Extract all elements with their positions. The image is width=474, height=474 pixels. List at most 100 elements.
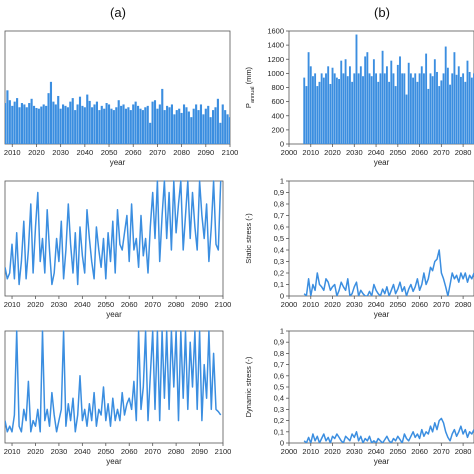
x-tick-label: 2030	[51, 300, 68, 309]
bar	[453, 52, 456, 144]
y-tick-label: 1	[280, 327, 284, 336]
bar	[381, 50, 384, 144]
x-tick-label: 2050	[97, 300, 114, 309]
bar	[344, 59, 347, 144]
bar	[405, 94, 408, 144]
bar	[187, 111, 190, 144]
x-tick-label: 2100	[222, 148, 239, 157]
bar	[228, 117, 230, 144]
x-tick-label: 2000	[281, 447, 298, 456]
x-tick-label: 2080	[173, 148, 190, 157]
bar	[57, 95, 60, 144]
x-tick-label: 2040	[74, 447, 91, 456]
y-tick-label: 0,2	[274, 416, 284, 425]
y-tick-label: 0,6	[274, 223, 284, 232]
bar	[98, 110, 101, 144]
bar	[359, 66, 362, 144]
x-tick-label: 2080	[455, 148, 472, 157]
bar	[470, 77, 473, 144]
x-tick-label: 2070	[144, 447, 161, 456]
bar	[409, 73, 412, 144]
bar	[122, 104, 125, 144]
bar	[103, 108, 106, 144]
bar	[388, 81, 391, 144]
bar	[431, 76, 434, 144]
bar	[396, 64, 399, 144]
x-tick-label: 2030	[346, 447, 363, 456]
bar	[105, 103, 108, 144]
bar	[166, 105, 169, 144]
bar	[390, 60, 393, 144]
bar	[100, 105, 103, 144]
bar	[182, 104, 186, 144]
bar	[446, 67, 449, 144]
chart-a2: 2010 2020 2030 2040 2050 2060 2070 2080 2090 2100…	[4, 180, 231, 319]
plot-frame	[288, 330, 474, 444]
series-line	[303, 249, 474, 296]
y-tick-label: 0,2	[274, 269, 284, 278]
bar	[47, 93, 50, 144]
x-tick-label: 2070	[149, 148, 166, 157]
x-tick-label: 2040	[368, 300, 385, 309]
bar	[163, 110, 166, 144]
x-tick-label: 2040	[368, 447, 385, 456]
bar	[88, 100, 91, 144]
bar	[195, 104, 198, 144]
chart-a1: 2010 2020 2030 2040 2050 2060 2070 2080 2090 2100…	[4, 30, 239, 167]
y-tick-label: 0,3	[274, 257, 284, 266]
bar	[117, 100, 120, 144]
bar	[418, 73, 421, 144]
bar	[221, 104, 224, 144]
x-tick-label: 2040	[74, 300, 91, 309]
bar	[320, 73, 323, 144]
x-tick-label: 2010	[4, 300, 21, 309]
bar	[156, 108, 159, 144]
bar	[64, 105, 67, 144]
bar	[455, 74, 458, 144]
x-tick-label: 2080	[168, 300, 185, 309]
x-axis-label: year	[374, 158, 390, 167]
bar	[333, 73, 336, 144]
bar	[335, 77, 338, 144]
panel-label-a: (a)	[110, 5, 126, 20]
x-tick-label: 2020	[28, 148, 45, 157]
x-tick-label: 2020	[27, 447, 44, 456]
x-tick-label: 2070	[433, 447, 450, 456]
bar	[124, 108, 128, 144]
bar	[20, 103, 23, 144]
x-tick-label: 2020	[324, 300, 341, 309]
bar	[416, 81, 419, 144]
y-tick-label: 0	[280, 292, 284, 301]
bar	[449, 84, 451, 144]
data-layer	[5, 330, 222, 433]
bar	[93, 104, 96, 144]
bar	[362, 76, 364, 144]
bar	[202, 114, 205, 144]
bar	[468, 71, 471, 144]
bar	[209, 117, 212, 144]
bar	[346, 76, 349, 144]
bar	[13, 101, 16, 144]
bar	[52, 101, 55, 144]
bar	[436, 71, 438, 144]
y-tick-label: 0,7	[274, 211, 284, 220]
y-tick-label: 0,7	[274, 360, 284, 369]
bar	[66, 107, 69, 144]
bar	[327, 66, 330, 144]
bar	[338, 79, 340, 144]
y-tick-label: 0,9	[274, 338, 284, 347]
x-tick-label: 2020	[27, 300, 44, 309]
x-tick-label: 2030	[346, 300, 363, 309]
bar	[107, 104, 111, 144]
x-axis-label: year	[110, 158, 126, 167]
chart-b3: 2000 2010 2020 2030 2040 2050 2060 2070 2080 year…	[244, 327, 474, 466]
bar	[322, 77, 325, 144]
bar	[462, 73, 465, 144]
bar	[466, 60, 469, 144]
x-tick-label: 2040	[368, 148, 385, 157]
bar	[440, 80, 443, 144]
bar	[460, 76, 462, 144]
y-tick-label: 0,8	[274, 349, 284, 358]
bar	[314, 73, 317, 144]
bar	[127, 107, 130, 144]
